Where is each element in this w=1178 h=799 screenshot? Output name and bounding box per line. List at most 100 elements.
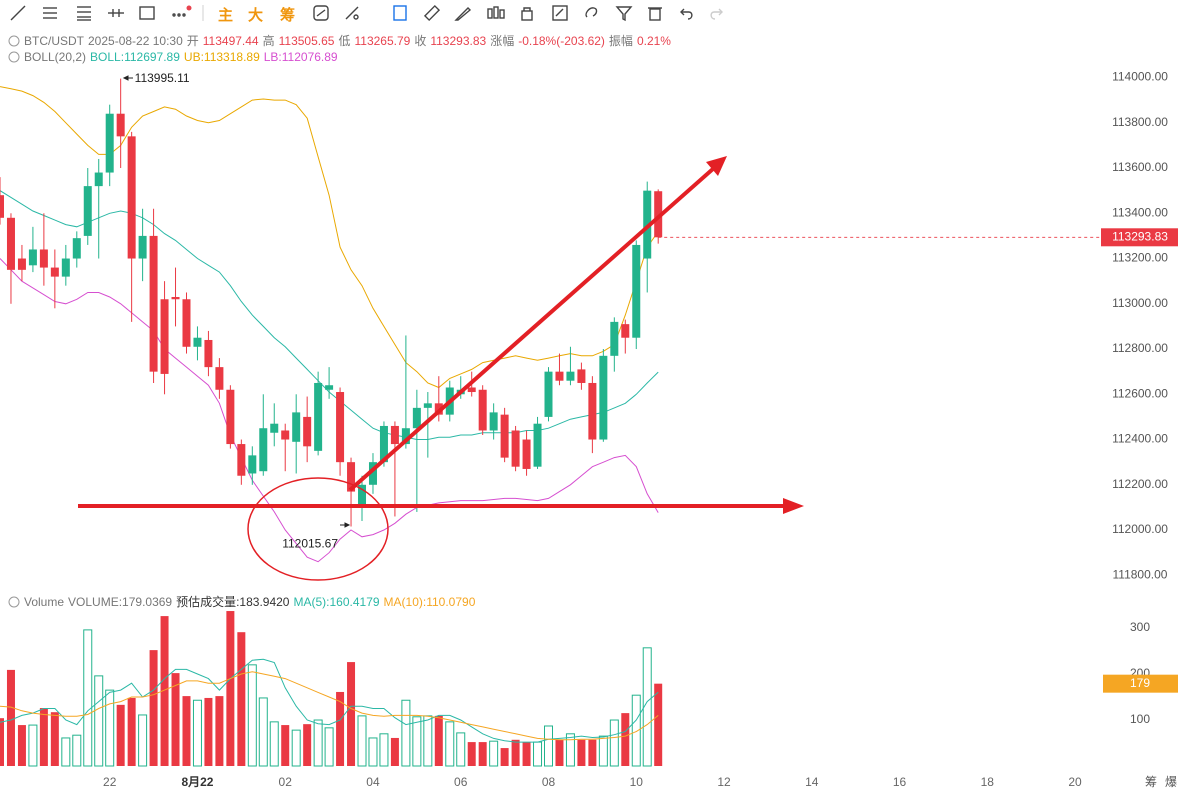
x-tick-label: 12: [717, 775, 731, 789]
volume-bar: [204, 697, 213, 766]
volume-legend: VOLUME:179.0369: [68, 594, 173, 609]
more-tool[interactable]: [171, 4, 193, 22]
volume-title: Volume: [24, 594, 65, 609]
volume-bar: [467, 742, 476, 766]
big-button[interactable]: 大: [248, 7, 264, 24]
symbol: BTC/USDT: [24, 33, 84, 48]
link-tool[interactable]: [583, 4, 601, 22]
volume-bar: [324, 727, 334, 767]
indicator-row: BOLL(20,2) BOLL:112697.89 UB:113318.89 LB:…: [8, 50, 338, 64]
volume-bar: [642, 647, 652, 767]
main-button[interactable]: 主: [218, 7, 234, 24]
candle-body: [566, 371, 575, 381]
channel-tool[interactable]: [75, 4, 93, 22]
candle-body: [347, 462, 356, 492]
candle-body: [281, 430, 290, 440]
volume-bar: [478, 742, 487, 766]
candle-body: [248, 455, 257, 474]
ruler-tool[interactable]: [423, 4, 441, 22]
time: 2025-08-22 10:30: [88, 33, 183, 48]
footer-label: 爆: [1165, 775, 1177, 789]
candle-body: [303, 416, 312, 447]
volume-bar: [544, 725, 553, 767]
candle-body: [621, 324, 630, 338]
volume-bar: [160, 616, 169, 766]
volume-bar: [182, 696, 191, 766]
volume-bar: [577, 739, 586, 766]
trend-arrow: [348, 166, 716, 492]
chip-button[interactable]: 筹: [280, 7, 296, 24]
plot: 111800.00 112000.00 112200.00 112400.00 1126…: [0, 70, 1178, 789]
x-tick-label: 18: [981, 775, 995, 789]
candle-body: [368, 462, 377, 485]
volume-bar: [138, 714, 148, 767]
volume-bar: [434, 715, 443, 766]
hline-tool[interactable]: [107, 4, 125, 22]
volume-bar: [598, 735, 608, 767]
annotation-arrows: [122, 75, 351, 528]
mark-tool[interactable]: [391, 4, 409, 22]
volume-bar: [456, 732, 466, 767]
candle-body: [325, 385, 334, 390]
candle-body: [171, 296, 180, 300]
brush-tool[interactable]: [343, 4, 361, 22]
volume-bar: [390, 737, 399, 766]
eye-icon[interactable]: [8, 35, 20, 47]
line-tool[interactable]: [9, 4, 27, 22]
candle-body: [116, 113, 125, 137]
x-tick-label: 14: [805, 775, 819, 789]
eye-icon[interactable]: [8, 596, 20, 608]
open-label: 开: [186, 34, 199, 48]
multi-line-tool[interactable]: [41, 4, 59, 22]
indicator-line: [0, 258, 659, 563]
volume-bar: [500, 748, 509, 766]
candle-body: [50, 267, 59, 277]
lock-tool[interactable]: [518, 4, 536, 22]
candle-body: [522, 439, 531, 469]
volume-bar: [28, 724, 38, 767]
footer-label: 筹: [1145, 775, 1157, 789]
candle-body: [478, 389, 487, 431]
note-tool[interactable]: [551, 4, 569, 22]
candle-body: [588, 382, 597, 440]
candle-tool[interactable]: [486, 4, 506, 22]
candle-body: [28, 249, 37, 266]
volume-ma-legend: MA(10):110.0790: [383, 594, 476, 609]
candle-body: [500, 414, 509, 458]
change-label: 涨幅: [490, 34, 515, 48]
x-tick-label: 8月22: [181, 775, 213, 789]
candle-body: [259, 428, 268, 472]
delete-tool[interactable]: [646, 4, 664, 22]
candle-body: [401, 428, 410, 445]
candle-body: [654, 191, 663, 238]
volume-bar: [61, 737, 71, 767]
volume-bar: [347, 662, 356, 766]
eye-icon[interactable]: [8, 51, 20, 63]
volume-bar: [555, 739, 564, 766]
filter-tool[interactable]: [615, 4, 633, 22]
candle-body: [94, 172, 103, 187]
candle-body: [412, 407, 421, 429]
y-tick-label: 113000.00: [1112, 296, 1168, 310]
volume-bar: [423, 715, 433, 767]
high-value: 113505.65: [278, 33, 335, 48]
undo[interactable]: [677, 4, 695, 22]
volume-bar: [303, 724, 312, 766]
redo[interactable]: [708, 4, 726, 22]
volume-bar: [281, 725, 290, 766]
volume-bar: [192, 699, 202, 767]
magnet-tool[interactable]: [312, 4, 330, 22]
candle-body: [379, 425, 388, 463]
candle-body: [511, 430, 520, 467]
pen-tool[interactable]: [454, 4, 472, 22]
candle-body: [292, 412, 301, 442]
volume-bar: [654, 683, 663, 766]
rect-tool[interactable]: [138, 4, 156, 22]
x-tick-label: 02: [279, 775, 293, 789]
volume-bar: [533, 741, 543, 767]
low-annotation: 112015.67: [282, 537, 338, 551]
current-volume-label: 179: [1130, 676, 1150, 690]
volume-bar: [171, 673, 180, 766]
volume-bar: [445, 721, 455, 767]
